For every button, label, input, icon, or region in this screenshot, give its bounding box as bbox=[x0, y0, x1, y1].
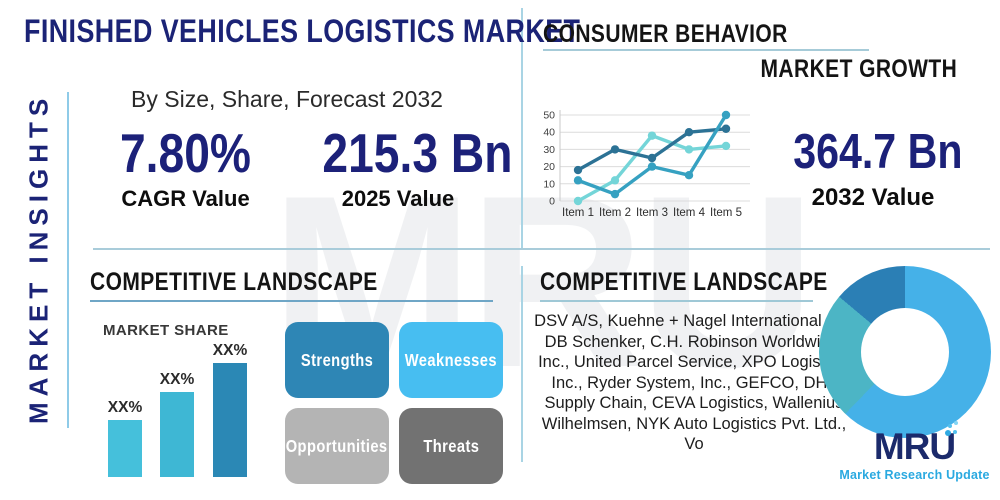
page-title: FINISHED VEHICLES LOGISTICS MARKET bbox=[24, 13, 581, 49]
swot-opportunities-label: Opportunities bbox=[286, 435, 388, 456]
consumer-behavior-line-chart: 0 10 20 30 40 50 Item 1 Item 2 Item 3 Item 4 Item … bbox=[543, 110, 750, 219]
mru-logo-text: MRU bbox=[873, 426, 956, 467]
base-year-label: 2025 Value bbox=[341, 186, 455, 211]
swot-weaknesses-box: Weaknesses bbox=[399, 322, 503, 398]
left-divider-line bbox=[67, 92, 69, 428]
page-subtitle: By Size, Share, Forecast 2032 bbox=[131, 86, 443, 112]
cagr-label: CAGR Value bbox=[121, 186, 250, 211]
donut-hole bbox=[861, 308, 949, 396]
svg-text:Item 1: Item 1 bbox=[562, 207, 594, 219]
market-share-label: MARKET SHARE bbox=[103, 322, 229, 339]
forecast-value: 364.7 Bn bbox=[793, 125, 963, 179]
forecast-label: 2032 Value bbox=[811, 184, 935, 211]
swot-threats-box: Threats bbox=[399, 408, 503, 484]
svg-text:XX%: XX% bbox=[160, 371, 195, 388]
companies-list: DSV A/S, Kuehne + Nagel International AG… bbox=[534, 312, 854, 453]
market-insights-vertical-label: MARKET INSIGHTS bbox=[23, 92, 54, 424]
swot-grid: Strengths Weaknesses Opportunities Threa… bbox=[285, 322, 503, 484]
svg-text:30: 30 bbox=[543, 144, 555, 156]
svg-text:10: 10 bbox=[543, 178, 555, 190]
base-year-value: 215.3 Bn bbox=[322, 122, 513, 184]
center-divider-bottom bbox=[521, 266, 523, 462]
mru-logo: MRU Market Research Update bbox=[832, 424, 997, 482]
swot-opportunities-box: Opportunities bbox=[285, 408, 389, 484]
competitive-landscape-right-underline bbox=[540, 300, 813, 302]
mru-logo-tagline: Market Research Update bbox=[839, 468, 990, 482]
svg-text:Item 5: Item 5 bbox=[710, 207, 742, 219]
cagr-stat: 7.80% CAGR Value bbox=[98, 122, 273, 212]
market-share-donut-chart bbox=[819, 266, 991, 438]
consumer-behavior-underline bbox=[543, 49, 869, 51]
competitive-landscape-left-underline bbox=[90, 300, 493, 302]
cagr-value: 7.80% bbox=[119, 122, 251, 184]
svg-text:Item 2: Item 2 bbox=[599, 207, 631, 219]
svg-text:20: 20 bbox=[543, 161, 555, 173]
base-year-stat: 215.3 Bn 2025 Value bbox=[308, 122, 513, 212]
svg-text:XX%: XX% bbox=[108, 399, 143, 416]
svg-text:Item 4: Item 4 bbox=[673, 207, 706, 219]
forecast-stat: 364.7 Bn 2032 Value bbox=[778, 124, 968, 212]
horizontal-divider bbox=[93, 248, 990, 250]
svg-text:0: 0 bbox=[549, 196, 555, 208]
swot-strengths-label: Strengths bbox=[300, 349, 374, 370]
logo-bubbles-icon bbox=[948, 424, 952, 428]
svg-text:XX%: XX% bbox=[213, 342, 248, 359]
competitive-landscape-left-title: COMPETITIVE LANDSCAPE bbox=[90, 268, 378, 296]
consumer-behavior-title: CONSUMER BEHAVIOR bbox=[543, 20, 788, 48]
swot-threats-label: Threats bbox=[422, 435, 480, 456]
competitive-landscape-right-title: COMPETITIVE LANDSCAPE bbox=[540, 268, 828, 296]
swot-weaknesses-label: Weaknesses bbox=[404, 349, 498, 370]
market-share-bar-chart: XX% XX% XX% bbox=[108, 342, 248, 477]
market-growth-title: MARKET GROWTH bbox=[760, 55, 957, 83]
center-divider-top bbox=[521, 8, 523, 248]
svg-text:Item 3: Item 3 bbox=[636, 207, 668, 219]
svg-text:50: 50 bbox=[543, 110, 555, 122]
swot-strengths-box: Strengths bbox=[285, 322, 389, 398]
svg-text:40: 40 bbox=[543, 127, 555, 139]
